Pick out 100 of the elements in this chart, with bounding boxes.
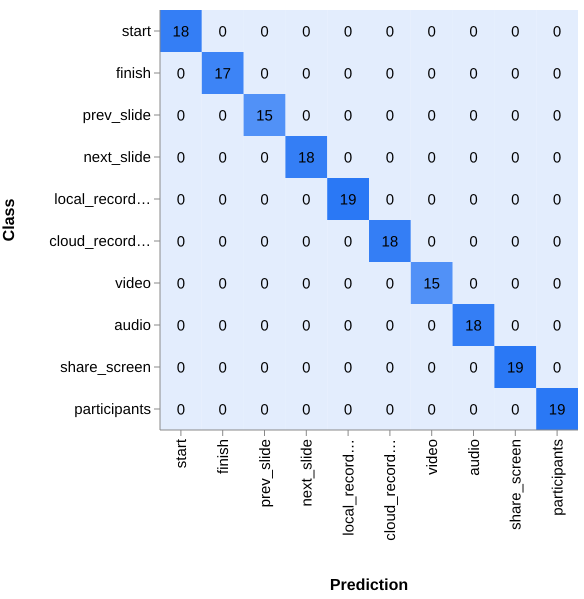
data-label: 0 bbox=[176, 317, 186, 334]
data-label: 0 bbox=[260, 65, 269, 82]
x-tick-label: video bbox=[424, 439, 441, 475]
data-label: 0 bbox=[428, 149, 436, 166]
data-label: 0 bbox=[218, 233, 227, 250]
data-label: 0 bbox=[344, 65, 352, 82]
data-label: 0 bbox=[428, 23, 436, 40]
y-tick-label: local_record… bbox=[54, 190, 151, 208]
data-label: 0 bbox=[469, 359, 478, 376]
x-tick-label: share_screen bbox=[508, 439, 525, 530]
y-tick-label: prev_slide bbox=[82, 106, 151, 124]
data-label: 0 bbox=[260, 149, 269, 166]
data-label: 0 bbox=[260, 401, 269, 418]
data-label: 0 bbox=[302, 65, 310, 82]
data-label: 0 bbox=[428, 191, 436, 208]
data-label: 0 bbox=[344, 149, 352, 166]
x-tick-label: local_record… bbox=[340, 439, 358, 536]
data-label: 0 bbox=[260, 275, 269, 292]
data-label: 0 bbox=[386, 23, 394, 40]
y-tick-label: participants bbox=[74, 400, 151, 418]
data-label: 0 bbox=[511, 107, 520, 124]
data-label: 0 bbox=[428, 107, 436, 124]
data-label: 0 bbox=[218, 359, 227, 376]
data-label: 0 bbox=[218, 107, 227, 124]
data-label: 0 bbox=[218, 275, 227, 292]
data-label: 0 bbox=[344, 23, 352, 40]
data-label: 0 bbox=[302, 401, 310, 418]
data-label: 0 bbox=[176, 65, 186, 82]
data-label: 0 bbox=[344, 317, 352, 334]
data-label: 0 bbox=[469, 149, 478, 166]
data-label: 0 bbox=[386, 191, 394, 208]
data-label: 0 bbox=[344, 107, 352, 124]
data-label: 0 bbox=[552, 275, 562, 292]
data-label: 0 bbox=[428, 317, 436, 334]
y-tick-label: next_slide bbox=[83, 148, 151, 166]
data-label: 0 bbox=[344, 275, 352, 292]
data-label: 0 bbox=[469, 233, 478, 250]
data-label: 0 bbox=[344, 401, 352, 418]
data-label: 0 bbox=[260, 317, 269, 334]
y-axis-title: Class bbox=[1, 198, 18, 242]
data-label: 0 bbox=[386, 401, 394, 418]
data-label: 0 bbox=[511, 233, 520, 250]
data-label: 0 bbox=[552, 359, 562, 376]
data-label: 0 bbox=[511, 23, 520, 40]
data-label: 0 bbox=[218, 401, 227, 418]
data-label: 0 bbox=[302, 191, 310, 208]
x-tick-label: finish bbox=[214, 439, 232, 474]
data-label: 0 bbox=[386, 275, 394, 292]
data-label: 0 bbox=[511, 149, 520, 166]
data-label: 0 bbox=[176, 359, 186, 376]
data-label: 0 bbox=[428, 65, 436, 82]
y-tick-label: finish bbox=[116, 64, 151, 82]
data-label: 0 bbox=[386, 359, 394, 376]
data-label: 0 bbox=[552, 107, 562, 124]
data-label: 0 bbox=[260, 191, 269, 208]
data-label: 0 bbox=[552, 23, 562, 40]
data-label: 0 bbox=[176, 107, 186, 124]
data-label: 0 bbox=[176, 191, 186, 208]
data-label: 0 bbox=[218, 23, 227, 40]
data-label: 0 bbox=[552, 149, 562, 166]
data-label: 0 bbox=[469, 107, 478, 124]
data-label: 0 bbox=[552, 191, 562, 208]
data-label: 0 bbox=[469, 401, 478, 418]
y-tick-label: video bbox=[115, 274, 151, 292]
y-tick-label: audio bbox=[114, 316, 151, 334]
data-label: 0 bbox=[218, 191, 227, 208]
data-label: 0 bbox=[260, 233, 269, 250]
data-label: 0 bbox=[176, 275, 186, 292]
data-label: 17 bbox=[214, 65, 232, 82]
data-label: 0 bbox=[469, 191, 478, 208]
x-tick-label: next_slide bbox=[298, 439, 316, 507]
data-label: 0 bbox=[344, 233, 352, 250]
data-label: 0 bbox=[386, 107, 394, 124]
data-label: 0 bbox=[469, 275, 478, 292]
data-label: 0 bbox=[302, 23, 310, 40]
y-tick-label: share_screen bbox=[60, 358, 151, 376]
data-label: 19 bbox=[548, 401, 566, 418]
data-label: 0 bbox=[511, 317, 520, 334]
data-label: 0 bbox=[176, 233, 186, 250]
data-label: 0 bbox=[218, 317, 227, 334]
data-label: 0 bbox=[428, 401, 436, 418]
data-label: 0 bbox=[176, 401, 186, 418]
data-label: 0 bbox=[302, 275, 310, 292]
data-label: 15 bbox=[256, 107, 273, 124]
data-label: 19 bbox=[340, 191, 356, 208]
data-label: 0 bbox=[511, 65, 520, 82]
data-label: 0 bbox=[302, 359, 310, 376]
data-label: 0 bbox=[302, 233, 310, 250]
data-label: 0 bbox=[260, 23, 269, 40]
data-label: 0 bbox=[511, 401, 520, 418]
data-label: 0 bbox=[428, 359, 436, 376]
data-label: 15 bbox=[423, 275, 440, 292]
data-label: 0 bbox=[386, 149, 394, 166]
x-tick-label: participants bbox=[549, 439, 566, 516]
x-axis-title: Prediction bbox=[330, 577, 408, 594]
data-label: 0 bbox=[428, 233, 436, 250]
x-tick-label: cloud_record… bbox=[382, 439, 400, 541]
y-tick-label: cloud_record… bbox=[49, 232, 151, 250]
x-tick-label: start bbox=[173, 438, 190, 468]
data-label: 18 bbox=[298, 149, 315, 166]
